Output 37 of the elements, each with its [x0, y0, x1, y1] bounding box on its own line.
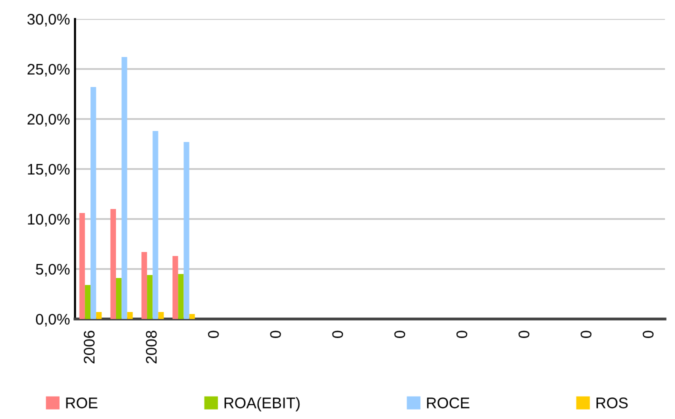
x-tick-label: 0 [580, 330, 592, 338]
bar [127, 312, 133, 319]
x-tick-label: 2008 [146, 330, 157, 364]
x-tick-label: 0 [456, 330, 468, 338]
bar [84, 285, 91, 319]
y-tick-label: 30,0% [27, 14, 70, 26]
y-tick-label: 20,0% [28, 114, 70, 126]
bar [79, 213, 85, 319]
x-tick-label: 0 [208, 330, 219, 338]
x-tick-label: 0 [270, 330, 281, 338]
bar [184, 142, 190, 319]
legend-label: ROE [66, 398, 98, 408]
bar [189, 314, 195, 319]
bar [96, 312, 102, 319]
x-tick-label: 0 [394, 330, 406, 338]
legend-label: ROCE [427, 398, 470, 408]
bar [178, 274, 184, 319]
bar [152, 131, 158, 319]
x-tick-label: 0 [332, 330, 344, 338]
x-tick-label: 0 [642, 330, 654, 338]
y-tick-label: 25,0% [28, 64, 70, 76]
y-tick-label: 15,0% [28, 164, 70, 176]
bar [116, 278, 122, 319]
bar [158, 312, 164, 319]
legend-label: ROS [596, 398, 628, 408]
bar [172, 256, 178, 319]
bar [110, 209, 116, 319]
bar [90, 87, 96, 319]
bar [141, 252, 148, 319]
x-tick-label: 0 [518, 330, 530, 338]
y-tick-label: 5,0% [36, 264, 70, 276]
bar [122, 57, 128, 319]
y-tick-label: 10,0% [28, 214, 70, 226]
y-tick-label: 0,0% [36, 314, 70, 326]
legend-label: ROA(EBIT) [224, 397, 300, 412]
x-tick-label: 2006 [84, 330, 95, 364]
bar [147, 275, 153, 319]
